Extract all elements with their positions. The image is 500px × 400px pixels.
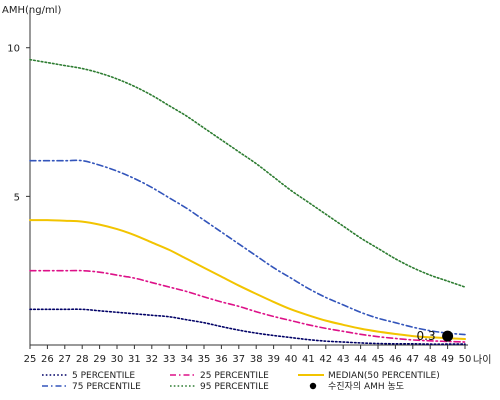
x-tick-label: 45 xyxy=(372,354,385,365)
legend-label-25-percentile: 25 PERCENTILE xyxy=(200,371,269,381)
marker-layer: 0.3 xyxy=(417,329,454,343)
axes: AMH(ng/ml) 나이 5 10 25 26 27 28 29 30 31 32 33 34 35 36 3… xyxy=(2,5,491,366)
x-tick-label: 37 xyxy=(232,354,245,365)
x-tick-label: 27 xyxy=(58,354,71,365)
legend-label-patient-amh: 수진자의 AMH 농도 xyxy=(328,381,404,392)
x-tick-label: 46 xyxy=(389,354,402,365)
x-tick-label: 39 xyxy=(267,354,280,365)
legend-label-75-percentile: 75 PERCENTILE xyxy=(72,382,141,392)
x-tick-label: 48 xyxy=(424,354,437,365)
x-tick-label: 38 xyxy=(250,354,263,365)
legend-label-median-50-percentile: MEDIAN(50 PERCENTILE) xyxy=(328,371,440,381)
x-tick-label: 26 xyxy=(41,354,54,365)
series-median-50-percentile-line xyxy=(29,219,466,341)
y-axis-title: AMH(ng/ml) xyxy=(2,5,61,16)
x-tick-label: 35 xyxy=(198,354,211,365)
x-tick-label: 44 xyxy=(354,354,367,365)
x-tick-label: 34 xyxy=(180,354,193,365)
x-tick-label: 36 xyxy=(215,354,228,365)
patient-amh-marker xyxy=(442,330,454,342)
patient-amh-value-label: 0.3 xyxy=(417,329,436,343)
series-75-percentile-line xyxy=(29,159,466,336)
y-tick-label: 5 xyxy=(14,192,20,203)
series-95-percentile-line xyxy=(29,58,466,288)
legend-label-5-percentile: 5 PERCENTILE xyxy=(72,371,135,381)
x-axis-title: 나이 xyxy=(473,354,491,366)
x-tick-label: 25 xyxy=(24,354,37,365)
x-tick-label: 30 xyxy=(111,354,124,365)
x-tick-label: 49 xyxy=(441,354,454,365)
x-tick-label: 28 xyxy=(76,354,89,365)
y-tick-label: 10 xyxy=(7,44,20,55)
x-tick-label: 33 xyxy=(163,354,176,365)
x-tick-label: 41 xyxy=(302,354,315,365)
x-tick-label: 40 xyxy=(285,354,298,365)
series-5-percentile-line xyxy=(29,308,466,345)
x-tick-label: 47 xyxy=(406,354,419,365)
x-tick-label: 29 xyxy=(93,354,106,365)
x-tick-label: 42 xyxy=(319,354,332,365)
x-tick-label: 50 xyxy=(459,354,472,365)
series-layer xyxy=(29,58,466,345)
x-tick-label: 31 xyxy=(128,354,141,365)
legend-label-95-percentile: 95 PERCENTILE xyxy=(200,382,269,392)
series-25-percentile-line xyxy=(29,269,466,343)
x-tick-label: 43 xyxy=(337,354,350,365)
legend-swatch-patient-amh xyxy=(309,382,317,390)
x-tick-label: 32 xyxy=(145,354,158,365)
